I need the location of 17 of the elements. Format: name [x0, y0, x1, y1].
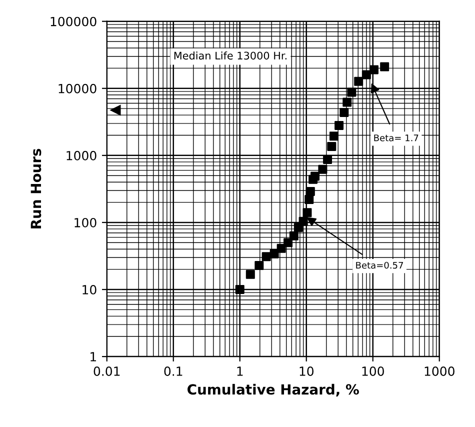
- y-tick-label: 10000: [58, 84, 96, 94]
- y-tick-label: 100000: [50, 16, 96, 26]
- annotation: Beta=0.57: [356, 262, 403, 269]
- x-tick-label: 1: [237, 366, 243, 376]
- x-tick-label: 1000: [424, 366, 454, 376]
- y-tick-label: 100: [74, 218, 96, 228]
- x-tick-label: 100: [362, 366, 384, 376]
- annotation: Median Life 13000 Hr.: [174, 52, 286, 60]
- x-axis-title: Cumulative Hazard, %: [188, 384, 359, 396]
- y-tick-label: 1000: [66, 150, 96, 160]
- y-axis-title: Run Hours: [30, 148, 42, 228]
- y-tick-label: 10: [82, 284, 96, 294]
- y-tick-label: 1: [90, 352, 96, 362]
- x-tick-label: 0.01: [94, 366, 120, 376]
- x-tick-label: 10: [300, 366, 314, 376]
- annotation: Beta= 1.7: [374, 134, 418, 142]
- x-tick-label: 0.1: [164, 366, 182, 376]
